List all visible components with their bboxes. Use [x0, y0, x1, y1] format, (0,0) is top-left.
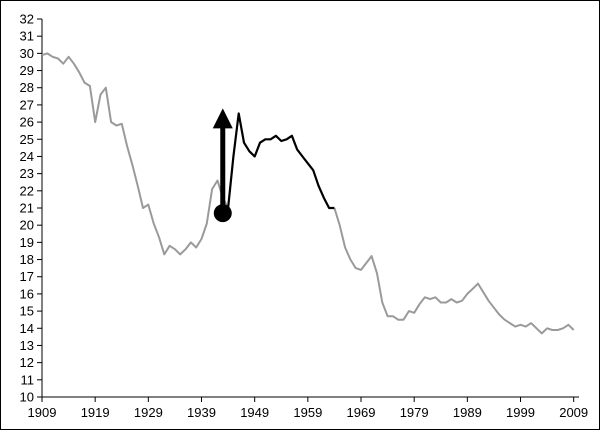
y-tick-label: 15	[20, 304, 34, 319]
arrow-origin-dot	[213, 204, 232, 223]
arrow-head	[212, 108, 233, 129]
series-lines	[41, 52, 575, 335]
y-tick-label: 10	[20, 390, 34, 405]
y-tick-labels: 10 11 12 13 14 15 16 17 18 19 20 21 22 23 24 25 26 27 28 29…	[20, 12, 34, 405]
x-tick-label: 1969	[347, 405, 376, 420]
y-tick-label: 14	[20, 321, 34, 336]
series-line	[41, 52, 229, 256]
x-tick-label: 1939	[187, 405, 216, 420]
y-tick-label: 22	[20, 183, 34, 198]
y-tick-label: 12	[20, 355, 34, 370]
y-tick-label: 21	[20, 201, 34, 216]
x-tick-label: 1979	[400, 405, 429, 420]
x-tick-labels: 1909 1919 1929 1939 1949 1959 1969 1979 1989 1999…	[28, 405, 589, 420]
y-tick-label: 31	[20, 29, 34, 44]
y-tick-label: 32	[20, 12, 34, 27]
y-tick-label: 26	[20, 115, 34, 130]
y-tick-label: 30	[20, 46, 34, 61]
y-tick-label: 28	[20, 80, 34, 95]
x-tick-label: 1989	[453, 405, 482, 420]
axis-ticks	[37, 18, 575, 402]
y-tick-label: 18	[20, 252, 34, 267]
x-tick-label: 1949	[240, 405, 269, 420]
x-tick-label: 1909	[28, 405, 57, 420]
series-line	[333, 207, 575, 335]
y-tick-label: 23	[20, 166, 34, 181]
y-tick-label: 27	[20, 97, 34, 112]
y-tick-label: 19	[20, 235, 34, 250]
y-tick-label: 11	[21, 372, 35, 387]
y-tick-label: 29	[20, 63, 34, 78]
x-tick-label: 2009	[559, 405, 588, 420]
y-tick-label: 20	[20, 218, 34, 233]
x-tick-label: 1929	[134, 405, 163, 420]
x-tick-label: 1919	[81, 405, 110, 420]
highlight-series-line	[227, 112, 335, 210]
annotation-arrow	[212, 108, 233, 223]
y-tick-label: 25	[20, 132, 34, 147]
y-tick-label: 17	[20, 269, 34, 284]
y-tick-label: 16	[20, 286, 34, 301]
y-tick-label: 24	[20, 149, 34, 164]
axes	[41, 19, 579, 398]
y-tick-label: 13	[20, 338, 34, 353]
x-tick-label: 1959	[293, 405, 322, 420]
x-tick-label: 1999	[506, 405, 535, 420]
